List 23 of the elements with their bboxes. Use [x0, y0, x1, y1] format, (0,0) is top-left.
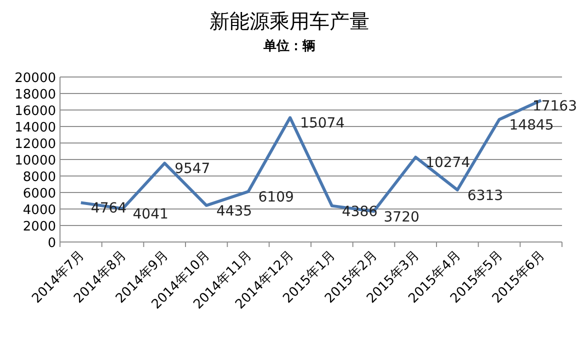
data-label: 6313 — [467, 188, 504, 204]
ytick: 8000 — [22, 170, 56, 185]
data-label: 3720 — [384, 209, 420, 226]
ytick: 18000 — [14, 88, 56, 102]
data-label: 10274 — [426, 155, 470, 172]
ytick: 12000 — [14, 137, 56, 152]
title: 新能源乘用车产量 — [210, 9, 370, 33]
ytick: 16000 — [14, 104, 56, 119]
ytick: 20000 — [14, 71, 56, 86]
data-label: 15074 — [300, 116, 345, 132]
ytick: 4000 — [22, 203, 56, 218]
ytick: 10000 — [14, 154, 56, 168]
ytick: 0 — [48, 236, 56, 251]
ytick: 6000 — [22, 186, 56, 202]
data-label: 6109 — [258, 190, 294, 206]
ytick: 14000 — [14, 120, 56, 136]
data-label: 14845 — [509, 118, 554, 134]
data-label: 4435 — [216, 203, 252, 220]
data-label: 4041 — [132, 206, 168, 223]
subtitle: 单位：辆 — [264, 39, 316, 54]
data-label: 9547 — [174, 161, 210, 178]
data-label: 17163 — [532, 98, 577, 114]
ytick: 2000 — [22, 220, 56, 234]
